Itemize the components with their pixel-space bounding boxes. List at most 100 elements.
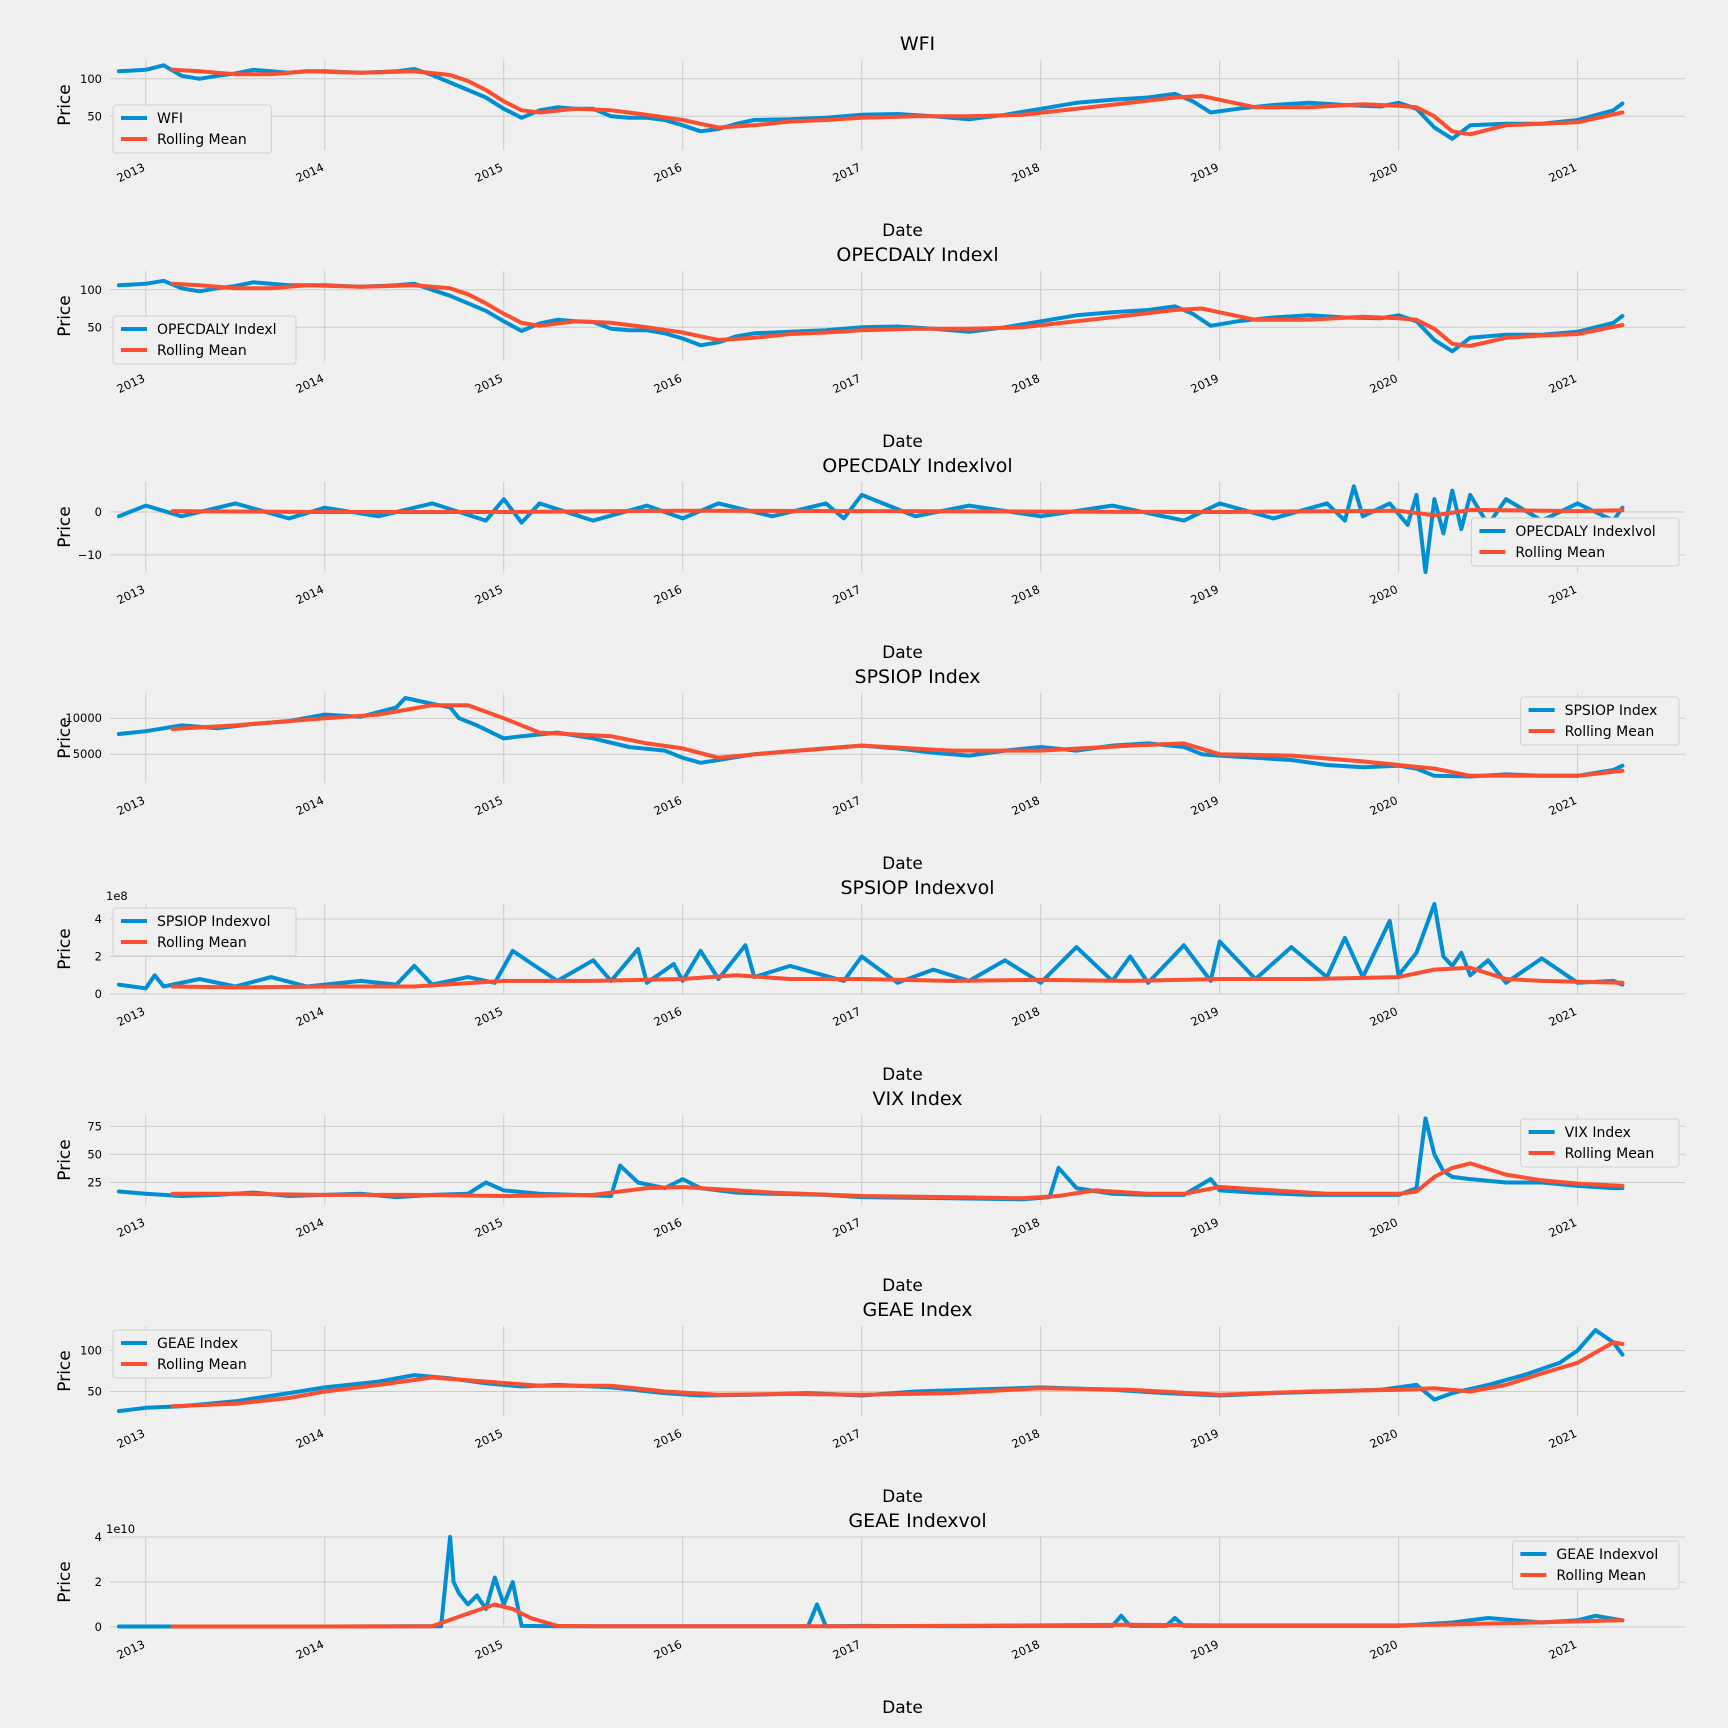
subplot-6: GEAE Index Price Date 50 100 2013 2014 2015 2016… [55, 1299, 1685, 1507]
x-axis-label: Date [882, 1698, 923, 1718]
y-axis-label: Price [55, 1350, 75, 1391]
x-tick-label: 2020 [1367, 371, 1399, 396]
rolling-mean-line [170, 1161, 1625, 1201]
x-tick-label: 2019 [1188, 1637, 1220, 1662]
legend-label: OPECDALY Indexl [157, 322, 277, 338]
y-tick-label: 5000 [73, 747, 102, 761]
x-tick-label: 2020 [1367, 160, 1399, 185]
y-tick-label: 50 [87, 109, 102, 123]
axis-offset-label: 1e10 [106, 1522, 135, 1536]
axis-offset-label: 1e8 [106, 889, 128, 903]
rolling-mean-line [170, 507, 1625, 518]
x-tick-label: 2021 [1546, 1004, 1578, 1029]
x-tick-label: 2013 [115, 1215, 147, 1240]
x-tick-label: 2020 [1367, 1637, 1399, 1662]
y-tick-label: 0 [95, 987, 102, 1001]
x-tick-label: 2014 [294, 1426, 326, 1451]
y-tick-label: 100 [80, 72, 102, 86]
chart-title: WFI [900, 33, 935, 55]
x-tick-label: 2017 [831, 1637, 863, 1662]
subplot-5: VIX Index Price Date 25 50 75 2013 2014 2015 2016… [55, 1088, 1685, 1296]
x-tick-label: 2015 [473, 1004, 505, 1029]
x-tick-label: 2013 [115, 582, 147, 607]
legend-label: GEAE Indexvol [1556, 1547, 1658, 1563]
x-tick-label: 2019 [1188, 582, 1220, 607]
y-tick-label: 50 [87, 1384, 102, 1398]
x-tick-label: 2016 [652, 793, 684, 818]
x-tick-label: 2017 [831, 160, 863, 185]
legend: WFI Rolling Mean [112, 104, 272, 154]
legend: OPECDALY Indexl Rolling Mean [112, 315, 297, 365]
x-axis-label: Date [882, 1276, 923, 1296]
x-tick-label: 2017 [831, 1004, 863, 1029]
x-tick-label: 2019 [1188, 371, 1220, 396]
legend-box [112, 315, 297, 365]
y-tick-label: 50 [87, 1147, 102, 1161]
x-tick-label: 2017 [831, 793, 863, 818]
legend-box [112, 907, 297, 957]
legend-label: WFI [157, 111, 183, 127]
x-tick-label: 2020 [1367, 1004, 1399, 1029]
x-axis-label: Date [882, 1487, 923, 1507]
x-tick-label: 2017 [831, 371, 863, 396]
y-tick-label: 100 [80, 1344, 102, 1358]
x-tick-label: 2015 [473, 1426, 505, 1451]
x-tick-label: 2019 [1188, 1004, 1220, 1029]
legend-label: GEAE Index [157, 1336, 238, 1352]
x-axis-label: Date [882, 1065, 923, 1085]
rolling-mean-line [170, 1340, 1625, 1409]
legend-label: Rolling Mean [157, 132, 247, 148]
subplot-2: OPECDALY Indexlvol Price Date −10 0 2013 2014 2… [55, 455, 1685, 663]
y-tick-label: 75 [87, 1119, 102, 1133]
y-axis-label: Price [55, 506, 75, 547]
x-tick-label: 2016 [652, 1215, 684, 1240]
y-tick-label: 2 [95, 950, 102, 964]
x-tick-label: 2021 [1546, 1215, 1578, 1240]
x-tick-label: 2017 [831, 1426, 863, 1451]
y-axis-label: Price [55, 1561, 75, 1602]
x-tick-label: 2018 [1009, 1637, 1041, 1662]
y-tick-label: 4 [95, 912, 102, 926]
y-axis-label: Price [55, 928, 75, 969]
legend-box [1511, 1540, 1680, 1590]
subplot-0: WFI Price Date 50 100 2013 2014 2015 2016 2017 201… [55, 33, 1685, 241]
x-tick-label: 2015 [473, 1215, 505, 1240]
x-tick-label: 2018 [1009, 1004, 1041, 1029]
x-tick-label: 2013 [115, 1637, 147, 1662]
chart-title: SPSIOP Index [855, 666, 981, 688]
x-tick-label: 2021 [1546, 1426, 1578, 1451]
legend-box [1520, 1118, 1680, 1168]
x-tick-label: 2021 [1546, 371, 1578, 396]
x-tick-label: 2014 [294, 1637, 326, 1662]
x-tick-label: 2015 [473, 793, 505, 818]
x-tick-label: 2016 [652, 1004, 684, 1029]
y-axis-label: Price [55, 295, 75, 336]
legend-label: Rolling Mean [1515, 545, 1605, 561]
x-tick-label: 2014 [294, 160, 326, 185]
legend-label: Rolling Mean [157, 1357, 247, 1373]
series-line [116, 484, 1625, 574]
x-tick-label: 2018 [1009, 1426, 1041, 1451]
x-tick-label: 2015 [473, 371, 505, 396]
y-tick-label: −10 [78, 548, 102, 562]
legend-label: Rolling Mean [1565, 724, 1655, 740]
x-tick-label: 2021 [1546, 582, 1578, 607]
y-axis-label: Price [55, 84, 75, 125]
legend-label: Rolling Mean [157, 343, 247, 359]
chart-title: VIX Index [873, 1088, 963, 1110]
x-tick-label: 2018 [1009, 371, 1041, 396]
x-axis-label: Date [882, 221, 923, 241]
x-tick-label: 2021 [1546, 793, 1578, 818]
y-tick-label: 4 [95, 1530, 102, 1544]
y-tick-label: 0 [95, 505, 102, 519]
legend-label: Rolling Mean [157, 935, 247, 951]
rolling-mean-line [170, 281, 1625, 348]
x-tick-label: 2013 [115, 160, 147, 185]
x-tick-label: 2013 [115, 1004, 147, 1029]
y-tick-label: 10000 [65, 711, 102, 725]
legend: SPSIOP Index Rolling Mean [1520, 696, 1680, 746]
legend: GEAE Indexvol Rolling Mean [1511, 1540, 1680, 1590]
x-tick-label: 2018 [1009, 582, 1041, 607]
legend: VIX Index Rolling Mean [1520, 1118, 1680, 1168]
x-tick-label: 2015 [473, 160, 505, 185]
